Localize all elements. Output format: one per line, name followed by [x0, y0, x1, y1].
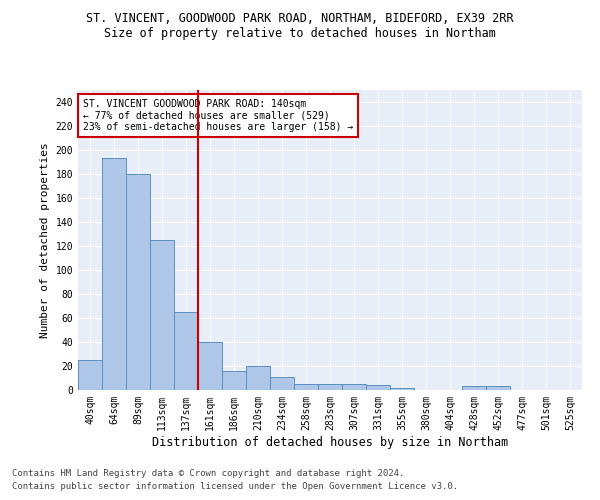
- Bar: [462, 386, 486, 390]
- Bar: [294, 384, 318, 390]
- Bar: [198, 342, 222, 390]
- Y-axis label: Number of detached properties: Number of detached properties: [40, 142, 50, 338]
- Bar: [222, 371, 246, 390]
- X-axis label: Distribution of detached houses by size in Northam: Distribution of detached houses by size …: [152, 436, 508, 448]
- Text: Contains public sector information licensed under the Open Government Licence v3: Contains public sector information licen…: [12, 482, 458, 491]
- Bar: [174, 312, 198, 390]
- Bar: [486, 386, 510, 390]
- Bar: [78, 360, 102, 390]
- Text: ST. VINCENT, GOODWOOD PARK ROAD, NORTHAM, BIDEFORD, EX39 2RR: ST. VINCENT, GOODWOOD PARK ROAD, NORTHAM…: [86, 12, 514, 26]
- Text: Size of property relative to detached houses in Northam: Size of property relative to detached ho…: [104, 28, 496, 40]
- Bar: [342, 384, 366, 390]
- Bar: [150, 240, 174, 390]
- Bar: [318, 384, 342, 390]
- Bar: [390, 388, 414, 390]
- Bar: [270, 377, 294, 390]
- Text: ST. VINCENT GOODWOOD PARK ROAD: 140sqm
← 77% of detached houses are smaller (529: ST. VINCENT GOODWOOD PARK ROAD: 140sqm ←…: [83, 99, 353, 132]
- Bar: [246, 366, 270, 390]
- Bar: [102, 158, 126, 390]
- Bar: [366, 385, 390, 390]
- Bar: [126, 174, 150, 390]
- Text: Contains HM Land Registry data © Crown copyright and database right 2024.: Contains HM Land Registry data © Crown c…: [12, 468, 404, 477]
